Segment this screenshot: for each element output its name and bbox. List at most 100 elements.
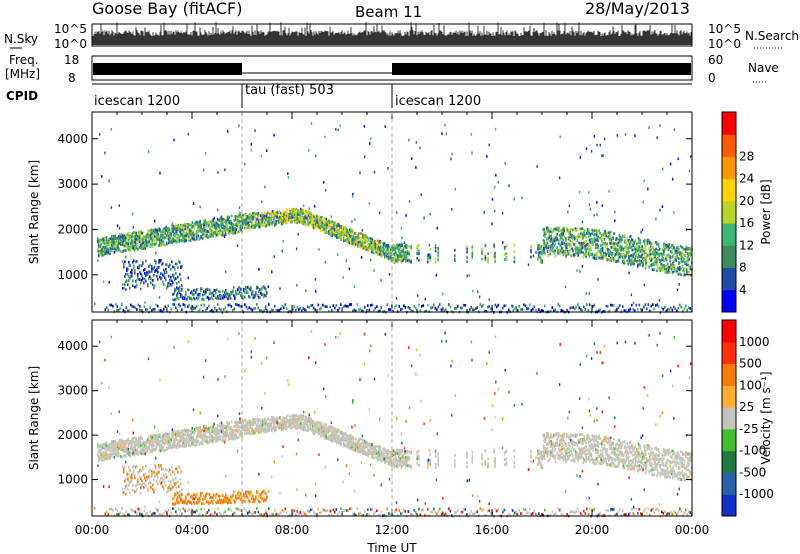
power-cell — [219, 222, 222, 225]
power-cell — [638, 248, 641, 252]
power-cell — [494, 257, 496, 261]
velocity-cell — [140, 448, 143, 452]
power-cell — [234, 227, 236, 230]
power-cell — [118, 235, 120, 238]
power-cell — [584, 247, 586, 251]
power-cell — [494, 209, 496, 213]
power-cell — [125, 249, 127, 252]
velocity-cell — [108, 443, 110, 446]
power-cell — [298, 219, 300, 223]
power-cell — [174, 227, 177, 231]
power-cell — [370, 242, 372, 246]
power-cell — [349, 241, 352, 245]
power-cell — [391, 246, 394, 249]
power-cell — [686, 308, 689, 312]
power-cell — [666, 266, 669, 270]
velocity-cell — [162, 435, 165, 439]
power-cell — [439, 303, 441, 306]
power-cell — [190, 229, 193, 233]
power-cell — [375, 250, 377, 254]
power-cell — [134, 231, 137, 234]
power-cell — [311, 221, 313, 225]
power-cell — [271, 223, 273, 227]
power-cell — [199, 236, 201, 240]
power-cell — [320, 225, 322, 229]
power-cell — [158, 259, 160, 262]
power-cell — [169, 284, 171, 287]
power-cell — [149, 233, 151, 237]
power-cell — [164, 227, 166, 231]
power-cell — [415, 166, 417, 169]
velocity-cell — [163, 441, 166, 445]
power-cell — [602, 154, 604, 157]
power-cell — [146, 308, 149, 311]
power-cell — [347, 234, 349, 238]
power-cell — [360, 236, 362, 240]
power-cell — [408, 138, 410, 142]
power-cell — [601, 239, 603, 243]
power-cell — [640, 261, 642, 264]
power-cell — [390, 250, 392, 254]
power-cell — [569, 239, 572, 243]
power-cell — [150, 228, 152, 232]
power-cell — [204, 292, 206, 296]
power-cell — [581, 309, 584, 312]
power-cell — [359, 307, 362, 311]
velocity-cell — [99, 454, 102, 458]
power-cell — [153, 229, 156, 232]
velocity-cell — [153, 448, 156, 451]
velocity-cell — [111, 448, 114, 452]
power-cell — [287, 172, 289, 175]
power-cell — [177, 291, 179, 295]
power-cell — [350, 236, 353, 239]
power-cell — [315, 217, 318, 220]
power-cell — [196, 305, 198, 308]
power-cell — [230, 222, 232, 226]
power-cell — [196, 296, 198, 300]
power-cell — [612, 256, 614, 260]
power-cell — [610, 259, 613, 263]
velocity-cell — [137, 440, 139, 443]
power-cell — [621, 253, 623, 257]
power-cell — [190, 306, 192, 310]
power-cell — [487, 252, 489, 256]
power-cell — [579, 250, 581, 254]
power-cell — [539, 256, 542, 260]
power-cell — [503, 245, 506, 249]
power-cell — [104, 240, 107, 244]
power-cell — [551, 306, 554, 309]
power-cell — [316, 217, 319, 221]
power-cell — [327, 221, 329, 225]
power-cell — [408, 250, 411, 254]
power-cell — [514, 307, 516, 311]
power-cell — [371, 239, 374, 242]
power-cell — [587, 230, 590, 233]
power-cell — [260, 215, 263, 219]
power-cell — [232, 232, 235, 235]
power-cell — [398, 251, 401, 255]
velocity-cell — [173, 439, 175, 442]
power-cell — [102, 280, 105, 284]
power-cell — [398, 258, 401, 262]
power-cell — [216, 227, 219, 231]
power-cell — [163, 236, 166, 240]
power-cell — [286, 211, 288, 215]
power-cell — [256, 221, 258, 225]
power-cell — [167, 284, 169, 288]
power-cell — [680, 273, 683, 277]
power-cell — [367, 243, 369, 247]
power-cell — [391, 258, 394, 262]
power-cell — [137, 247, 139, 251]
power-cell — [242, 213, 244, 217]
power-cell — [618, 245, 621, 249]
velocity-cell — [160, 439, 163, 443]
power-cell — [191, 298, 193, 301]
velocity-cell — [133, 445, 136, 449]
power-cell — [272, 212, 274, 216]
power-cell — [141, 231, 144, 235]
power-cell — [366, 247, 369, 251]
power-cell — [337, 309, 339, 312]
velocity-cell — [134, 442, 137, 445]
power-cell — [210, 291, 212, 295]
power-cell — [650, 304, 653, 308]
